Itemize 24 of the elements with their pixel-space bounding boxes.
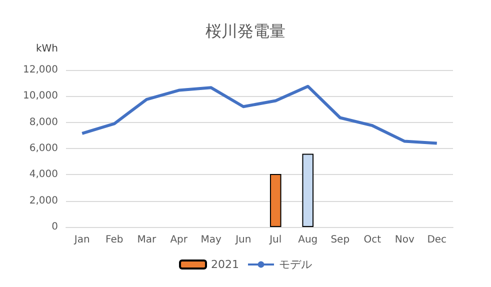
legend-label: 2021 — [211, 258, 240, 271]
y-tick-label: 10,000 — [23, 90, 58, 102]
y-tick-label: 2,000 — [29, 195, 58, 206]
legend-label: モデル — [278, 258, 312, 271]
y-tick-label: 12,000 — [23, 64, 58, 76]
x-tick-label: Nov — [394, 234, 414, 246]
x-tick-label: Jul — [268, 234, 282, 246]
x-tick-label: Aug — [298, 234, 318, 246]
x-tick-label: Feb — [106, 234, 124, 246]
y-tick-label: 6,000 — [29, 143, 58, 154]
x-tick-label: Apr — [170, 234, 188, 246]
x-tick-label: Sep — [330, 234, 350, 246]
x-tick-label: Dec — [427, 234, 447, 246]
line-series — [80, 84, 438, 145]
x-tick-label: Jun — [234, 234, 252, 246]
chart-title: 桜川発電量 — [206, 22, 286, 40]
y-tick-label: 8,000 — [29, 116, 58, 128]
y-tick-label: 0 — [52, 222, 58, 232]
x-tick-label: Mar — [137, 234, 157, 246]
y-tick-label: 4,000 — [29, 169, 58, 180]
y-axis-title: kWh — [36, 44, 58, 54]
x-tick-label: May — [200, 234, 222, 246]
x-tick-label: Jan — [73, 234, 90, 246]
x-tick-label: Oct — [364, 234, 382, 246]
